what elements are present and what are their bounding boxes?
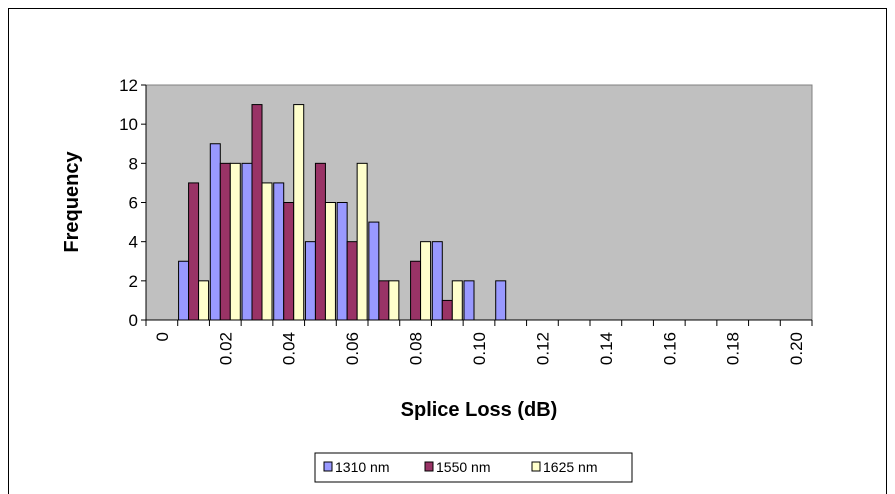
y-tick-label: 8 — [129, 154, 138, 173]
legend-label: 1550 nm — [436, 459, 490, 475]
x-tick-label: 0.16 — [660, 332, 679, 365]
x-tick-label: 0.14 — [597, 332, 616, 365]
bar-1625-nm-0.08 — [420, 241, 432, 321]
bar-1625-nm-0.02 — [229, 162, 241, 321]
legend-swatch — [531, 461, 541, 472]
x-tick-label: 0 — [153, 332, 172, 341]
x-tick-label: 0.04 — [280, 332, 299, 365]
bar-1625-nm-0.04 — [293, 104, 305, 321]
x-tick-label: 0.10 — [470, 332, 489, 365]
bar-1310-nm-0.04 — [273, 182, 285, 321]
legend-swatch — [424, 461, 434, 472]
x-tick-label: 0.20 — [787, 332, 806, 365]
bar-1550-nm-0.06 — [346, 241, 358, 321]
x-tick-label: 0.12 — [533, 332, 552, 365]
bar-1310-nm-0.07 — [368, 221, 380, 321]
bar-1625-nm-0.05 — [324, 202, 336, 321]
x-tick-label: 0.02 — [216, 332, 235, 365]
legend-label: 1310 nm — [335, 459, 389, 475]
bar-1550-nm-0.05 — [314, 162, 326, 321]
bar-1310-nm-0.06 — [336, 202, 348, 321]
y-tick-label: 4 — [129, 233, 138, 252]
legend-swatch — [323, 461, 333, 472]
y-tick-label: 12 — [119, 76, 138, 95]
x-tick-label: 0.18 — [724, 332, 743, 365]
y-axis: 0 2 4 6 8 10 12 — [119, 76, 147, 330]
bar-1310-nm-0.10 — [463, 280, 475, 321]
bar-1550-nm-0.08 — [410, 260, 422, 321]
bar-1550-nm-0.07 — [378, 280, 390, 321]
y-tick-label: 2 — [129, 272, 138, 291]
x-axis-title: Splice Loss (dB) — [401, 399, 558, 421]
bar-1625-nm-0.03 — [261, 182, 273, 321]
legend: 1310 nm 1550 nm 1625 nm — [314, 452, 633, 483]
bar-1550-nm-0.03 — [251, 104, 263, 321]
legend-box — [314, 452, 633, 483]
bar-1310-nm-0.11 — [495, 280, 507, 321]
bar-1625-nm-0.09 — [451, 280, 463, 321]
x-tick-label: 0.06 — [343, 332, 362, 365]
bar-1310-nm-0.09 — [431, 241, 443, 321]
bar-1625-nm-0.01 — [198, 280, 210, 321]
bar-1550-nm-0.02 — [219, 162, 231, 321]
bars-group — [178, 104, 507, 321]
bar-1625-nm-0.06 — [356, 162, 368, 321]
legend-label: 1625 nm — [543, 459, 597, 475]
bar-1310-nm-0.01 — [178, 260, 190, 321]
bar-1550-nm-0.04 — [283, 202, 295, 321]
bar-1625-nm-0.07 — [388, 280, 400, 321]
y-tick-label: 0 — [129, 311, 138, 330]
bar-1550-nm-0.09 — [441, 299, 453, 321]
y-tick-label: 6 — [129, 194, 138, 213]
bar-1310-nm-0.03 — [241, 162, 253, 321]
bar-1310-nm-0.02 — [209, 143, 221, 321]
bar-1310-nm-0.05 — [304, 241, 316, 321]
x-axis: 0 0.02 0.04 0.06 0.08 0.10 0.12 0.14 0.16 0.18 0.2… — [145, 319, 813, 365]
y-axis-title: Frequency — [61, 151, 83, 253]
bar-1550-nm-0.01 — [188, 182, 200, 321]
x-tick-label: 0.08 — [407, 332, 426, 365]
y-tick-label: 10 — [119, 115, 138, 134]
